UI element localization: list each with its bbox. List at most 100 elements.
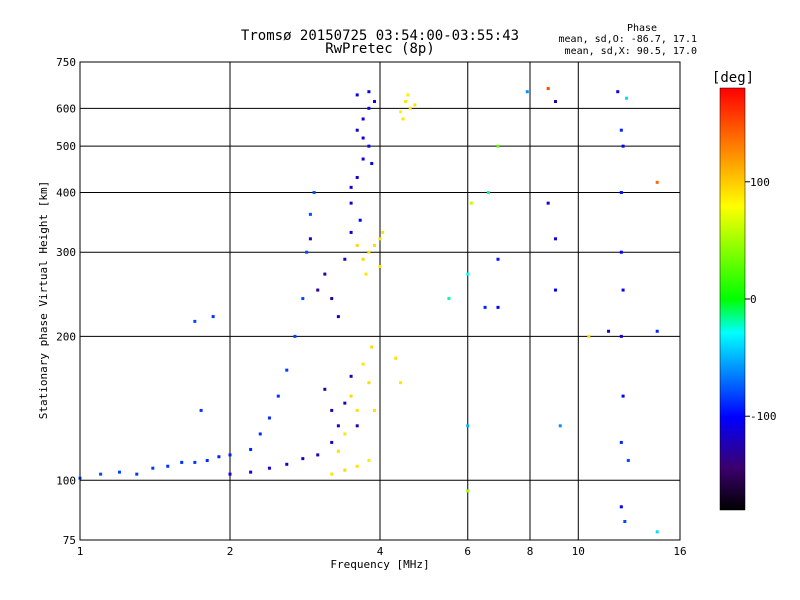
colorbar [719,87,746,511]
data-point [553,288,557,292]
y-tick-label: 500 [56,140,76,153]
y-tick-label: 300 [56,246,76,259]
phase-stats-x: mean, sd,X: 90.5, 17.0 [565,46,697,57]
data-point [373,243,377,247]
data-point [355,408,359,412]
phase-stats-o: mean, sd,O: -86.7, 17.1 [559,34,697,45]
data-point [370,345,374,349]
data-point [305,250,309,254]
data-point [619,250,623,254]
data-point [406,93,410,97]
data-point [367,381,371,385]
data-point [607,329,611,333]
data-point [370,161,374,165]
data-point [249,447,253,451]
data-point [228,453,232,457]
x-axis-label: Frequency [MHz] [330,558,429,571]
data-point [308,212,312,216]
colorbar-ticks: 100 0 -100 [745,176,777,423]
chart-title: Tromsø 20150725 03:54:00-03:55:43 [241,28,519,44]
data-point [217,455,221,459]
data-point [199,408,203,412]
data-point [626,458,630,462]
y-tick-label: 200 [56,330,76,343]
data-point [623,519,627,523]
data-point [180,460,184,464]
data-point [355,175,359,179]
data-point [413,103,417,107]
data-point [330,440,334,444]
data-point [193,319,197,323]
data-point [619,334,623,338]
data-point [616,90,620,94]
data-point [466,272,470,276]
data-point [364,272,368,276]
plot-frame [79,61,681,541]
data-point [293,334,297,338]
data-point [655,329,659,333]
data-point [285,462,289,466]
data-point [135,472,139,476]
data-point [483,305,487,309]
data-point [367,144,371,148]
chart-subtitle: RwPretec (8p) [325,41,435,57]
data-point [403,100,407,104]
data-point [336,315,340,319]
data-point [619,128,623,132]
data-point [367,250,371,254]
data-point [358,218,362,222]
data-point [466,489,470,493]
x-tick-label: 2 [227,545,234,558]
data-points [78,87,659,534]
data-point [381,230,385,234]
data-point [367,90,371,94]
data-point [355,424,359,428]
data-point [323,272,327,276]
y-axis-ticks: 75 100 200 300 400 500 600 750 [56,56,76,547]
data-point [621,394,625,398]
data-point [553,100,557,104]
data-point [399,110,403,114]
data-point [367,106,371,110]
data-point [343,401,347,405]
data-point [496,144,500,148]
data-point [553,237,557,241]
colorbar-tick-label: -100 [750,410,777,423]
data-point [587,334,591,338]
data-point [496,257,500,261]
data-point [330,408,334,412]
data-point [99,472,103,476]
data-point [323,387,327,391]
data-point [355,128,359,132]
data-point [205,458,209,462]
data-point [546,201,550,205]
x-axis-ticks: 1 2 4 6 8 10 16 [77,545,687,558]
phase-header: Phase [627,23,657,34]
data-point [316,288,320,292]
data-point [355,243,359,247]
data-point [301,457,305,461]
data-point [373,100,377,104]
data-point [349,394,353,398]
y-tick-label: 400 [56,186,76,199]
data-point [355,93,359,97]
data-point [361,157,365,161]
x-tick-label: 6 [464,545,471,558]
data-point [258,432,262,436]
data-point [312,190,316,194]
data-point [361,257,365,261]
data-point [343,257,347,261]
data-point [469,201,473,205]
x-tick-label: 1 [77,545,84,558]
data-point [621,288,625,292]
data-point [228,472,232,476]
data-point [336,424,340,428]
data-point [619,190,623,194]
data-point [267,466,271,470]
data-point [267,416,271,420]
y-tick-label: 75 [63,534,76,547]
data-point [301,297,305,301]
data-point [447,297,451,301]
data-point [619,440,623,444]
